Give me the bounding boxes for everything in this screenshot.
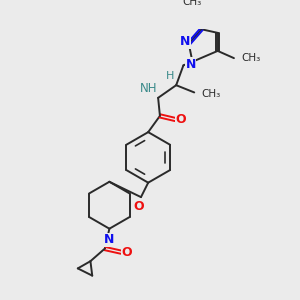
Text: N: N [185, 58, 196, 71]
Text: CH₃: CH₃ [183, 0, 202, 7]
Text: H: H [166, 71, 174, 81]
Text: O: O [176, 113, 186, 126]
Text: NH: NH [140, 82, 158, 95]
Text: N: N [180, 35, 190, 48]
Text: N: N [104, 233, 115, 246]
Text: O: O [134, 200, 145, 213]
Text: CH₃: CH₃ [241, 53, 260, 63]
Text: O: O [121, 246, 132, 259]
Text: CH₃: CH₃ [201, 89, 221, 99]
